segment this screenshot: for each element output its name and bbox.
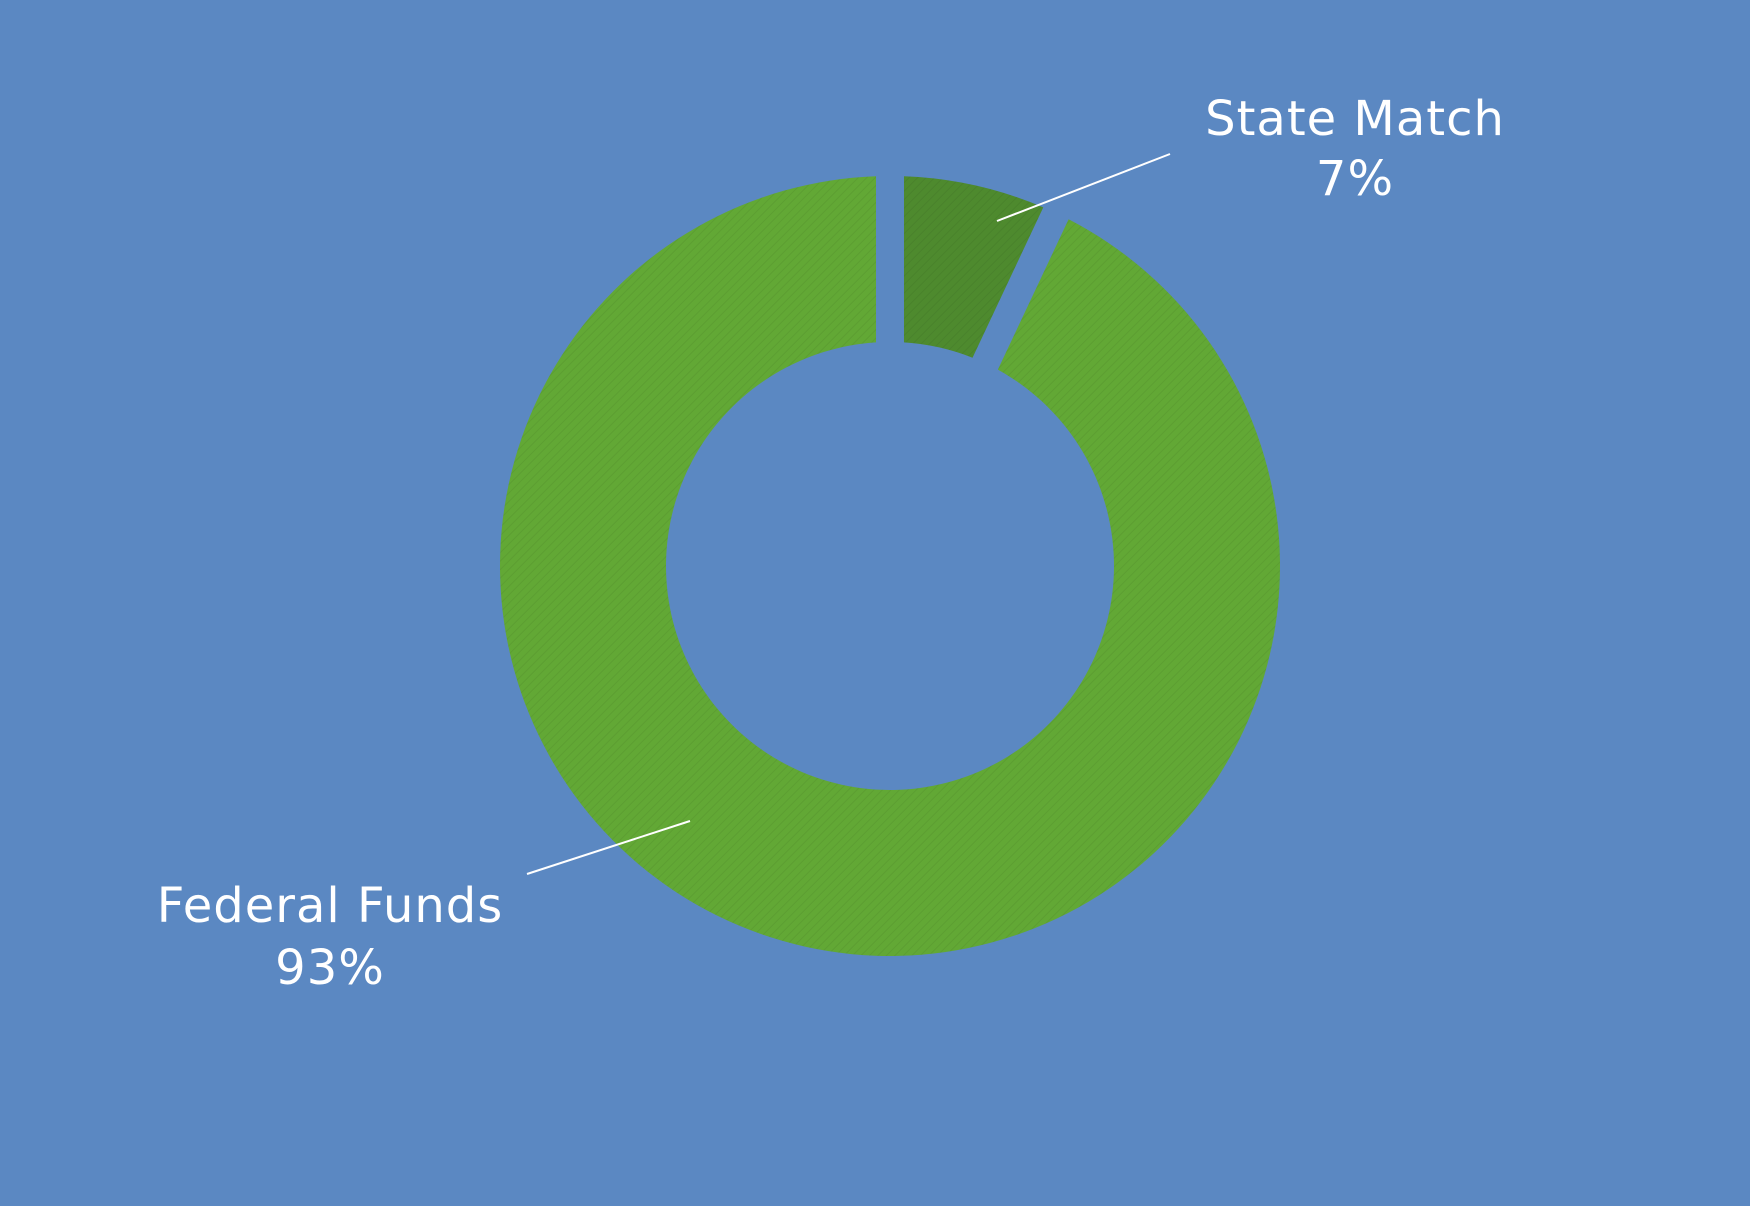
slice-texture <box>499 176 1281 957</box>
slice-label-percent: 7% <box>1316 151 1394 207</box>
slice-texture <box>903 176 1044 358</box>
slice-label-percent: 93% <box>275 940 385 996</box>
slice-label-name: State Match <box>1205 91 1505 147</box>
leader-line <box>526 820 691 875</box>
leader-line <box>996 153 1171 222</box>
slice-label-name: Federal Funds <box>157 878 504 934</box>
